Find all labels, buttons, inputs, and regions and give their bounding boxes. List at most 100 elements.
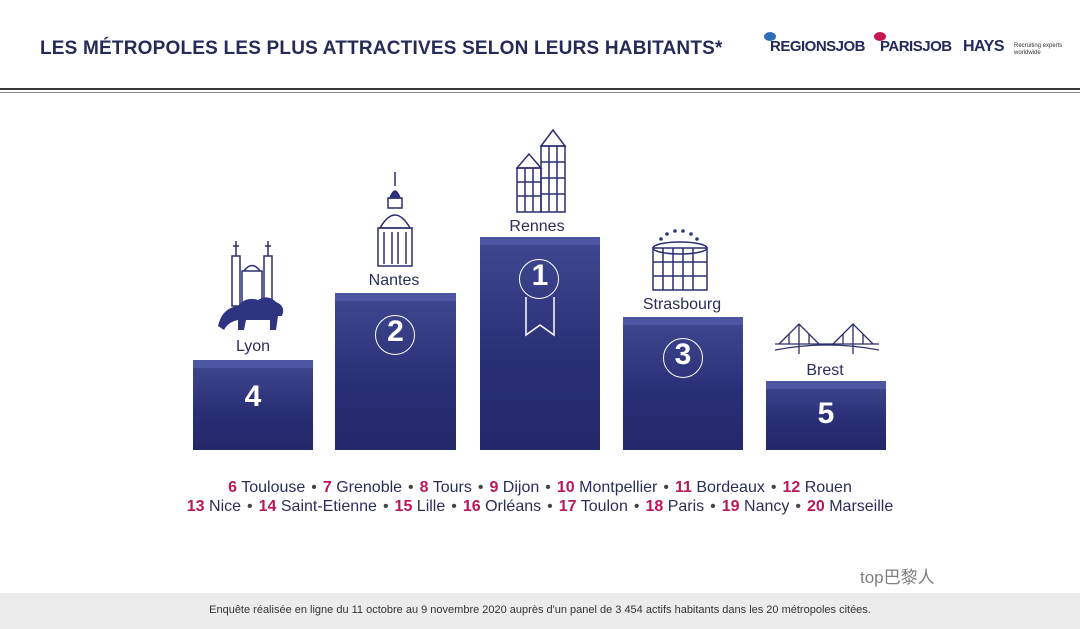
ranking-city: Marseille (824, 498, 894, 515)
ranking-city: Dijon (498, 479, 540, 496)
bullet-separator: • (710, 498, 716, 515)
city-label-lyon: Lyon (235, 338, 271, 355)
ranking-item: 9 Dijon (489, 479, 539, 496)
regionsjob-logo-text: REGIONSJOB (770, 38, 866, 55)
city-label-strasbourg: Strasbourg (642, 296, 722, 313)
header: LES MÉTROPOLES LES PLUS ATTRACTIVES SELO… (0, 0, 1080, 93)
ranking-number: 12 (782, 479, 801, 496)
ranking-item: 10 Montpellier (557, 479, 658, 496)
ranking-number: 13 (186, 498, 205, 515)
podium-step-top (335, 293, 456, 301)
ranking-number: 14 (258, 498, 277, 515)
podium-step-1: 1 (480, 237, 600, 450)
rank-number: 3 (674, 338, 692, 371)
timber-houses-icon (515, 128, 567, 213)
podium-step-top (193, 360, 313, 368)
ranking-item: 6 Toulouse (228, 479, 305, 496)
bullet-separator: • (477, 479, 484, 496)
footer: Enquête réalisée en ligne du 11 octobre … (0, 593, 1080, 629)
watermark: top巴黎人 (860, 568, 935, 587)
ranking-item: 13 Nice (187, 498, 241, 515)
podium-step-2: 2 (335, 293, 456, 450)
ranking-number: 11 (674, 479, 692, 496)
ranking-city: Nice (204, 498, 242, 515)
podium-step-5: 5 (766, 381, 886, 450)
city-label-nantes: Nantes (368, 272, 420, 289)
regionsjob-logo: REGIONSJOB (764, 32, 866, 55)
bullet-separator: • (795, 498, 801, 515)
ranking-number: 18 (645, 498, 664, 515)
ranking-city: Toulon (576, 498, 628, 515)
rank-number: 4 (244, 380, 262, 413)
parliament-icon (652, 229, 708, 291)
bridge-icon (775, 323, 879, 354)
hays-logo-text: HAYS (963, 38, 1004, 55)
podium-step-top (623, 317, 743, 325)
ranking-item: 12 Rouen (782, 479, 851, 496)
bullet-separator: • (451, 498, 457, 515)
bullet-separator: • (408, 479, 414, 496)
bullet-separator: • (770, 479, 777, 496)
bullet-separator: • (247, 498, 253, 515)
podium-step-top (766, 381, 886, 389)
ranking-city: Grenoble (331, 479, 403, 496)
rank-ring (375, 315, 415, 355)
parisjob-logo: PARISJOB (874, 32, 952, 55)
bullet-separator: • (633, 498, 640, 515)
rank-ring (519, 259, 559, 299)
ranking-city: Paris (663, 498, 705, 515)
ranking-item: 20 Marseille (807, 498, 893, 515)
ranking-number: 15 (394, 498, 413, 515)
ranking-number: 20 (806, 498, 825, 515)
header-divider (0, 88, 1080, 90)
rank-number: 1 (531, 259, 549, 292)
ranking-number: 10 (556, 479, 575, 496)
podium-step-top (480, 237, 600, 245)
parisjob-logo-mark (874, 32, 886, 41)
ranking-number: 16 (462, 498, 481, 515)
ranking-item: 7 Grenoble (323, 479, 402, 496)
ranking-city: Nancy (739, 498, 790, 515)
ranking-item: 8 Tours (420, 479, 472, 496)
survey-note: Enquête réalisée en ligne du 11 octobre … (209, 604, 871, 616)
hays-logo: HAYS (963, 38, 1004, 56)
city-label-brest: Brest (806, 362, 844, 379)
ranking-city: Saint-Etienne (276, 498, 377, 515)
page-title: LES MÉTROPOLES LES PLUS ATTRACTIVES SELO… (40, 38, 723, 59)
ranking-city: Rouen (800, 479, 852, 496)
ranking-item: 14 Saint-Etienne (259, 498, 377, 515)
rank-number: 5 (817, 397, 835, 430)
ranking-city: Toulouse (237, 479, 306, 496)
bullet-separator: • (545, 479, 551, 496)
ranking-number: 9 (489, 479, 499, 496)
hays-tagline: Recruiting experts worldwide (1014, 43, 1063, 56)
ranking-city: Montpellier (574, 479, 658, 496)
ranking-number: 8 (419, 479, 429, 496)
ranking-item: 19 Nancy (722, 498, 790, 515)
rank-ring (663, 338, 703, 378)
city-label-rennes: Rennes (509, 218, 565, 235)
rank-number: 2 (387, 315, 404, 348)
ranking-item: 17 Toulon (559, 498, 628, 515)
ranking-list-row-2: 13 Nice • 14 Saint-Etienne • 15 Lille • 16 Orl… (0, 498, 1080, 516)
ranking-city: Bordeaux (691, 479, 765, 496)
bullet-separator: • (311, 479, 317, 496)
ranking-item: 15 Lille (395, 498, 446, 515)
lion-basilica-icon (218, 241, 284, 330)
bullet-separator: • (382, 498, 389, 515)
header-divider-thin (0, 92, 1080, 93)
ranking-item: 16 Orléans (463, 498, 541, 515)
ranking-city: Lille (412, 498, 446, 515)
podium-step-3: 3 (623, 317, 743, 450)
ranking-number: 19 (721, 498, 740, 515)
ranking-item: 11 Bordeaux (675, 479, 765, 496)
ranking-number: 6 (228, 479, 238, 496)
ribbon-icon (525, 297, 555, 337)
parisjob-logo-text: PARISJOB (880, 38, 952, 55)
podium-step-4: 4 (193, 360, 313, 450)
ranking-number: 7 (322, 479, 332, 496)
ranking-number: 17 (558, 498, 577, 515)
ranking-city: Orléans (480, 498, 542, 515)
ranking-list-row-1: 6 Toulouse • 7 Grenoble • 8 Tours • 9 Dijon • 10… (0, 479, 1080, 497)
dome-icon (377, 172, 413, 267)
